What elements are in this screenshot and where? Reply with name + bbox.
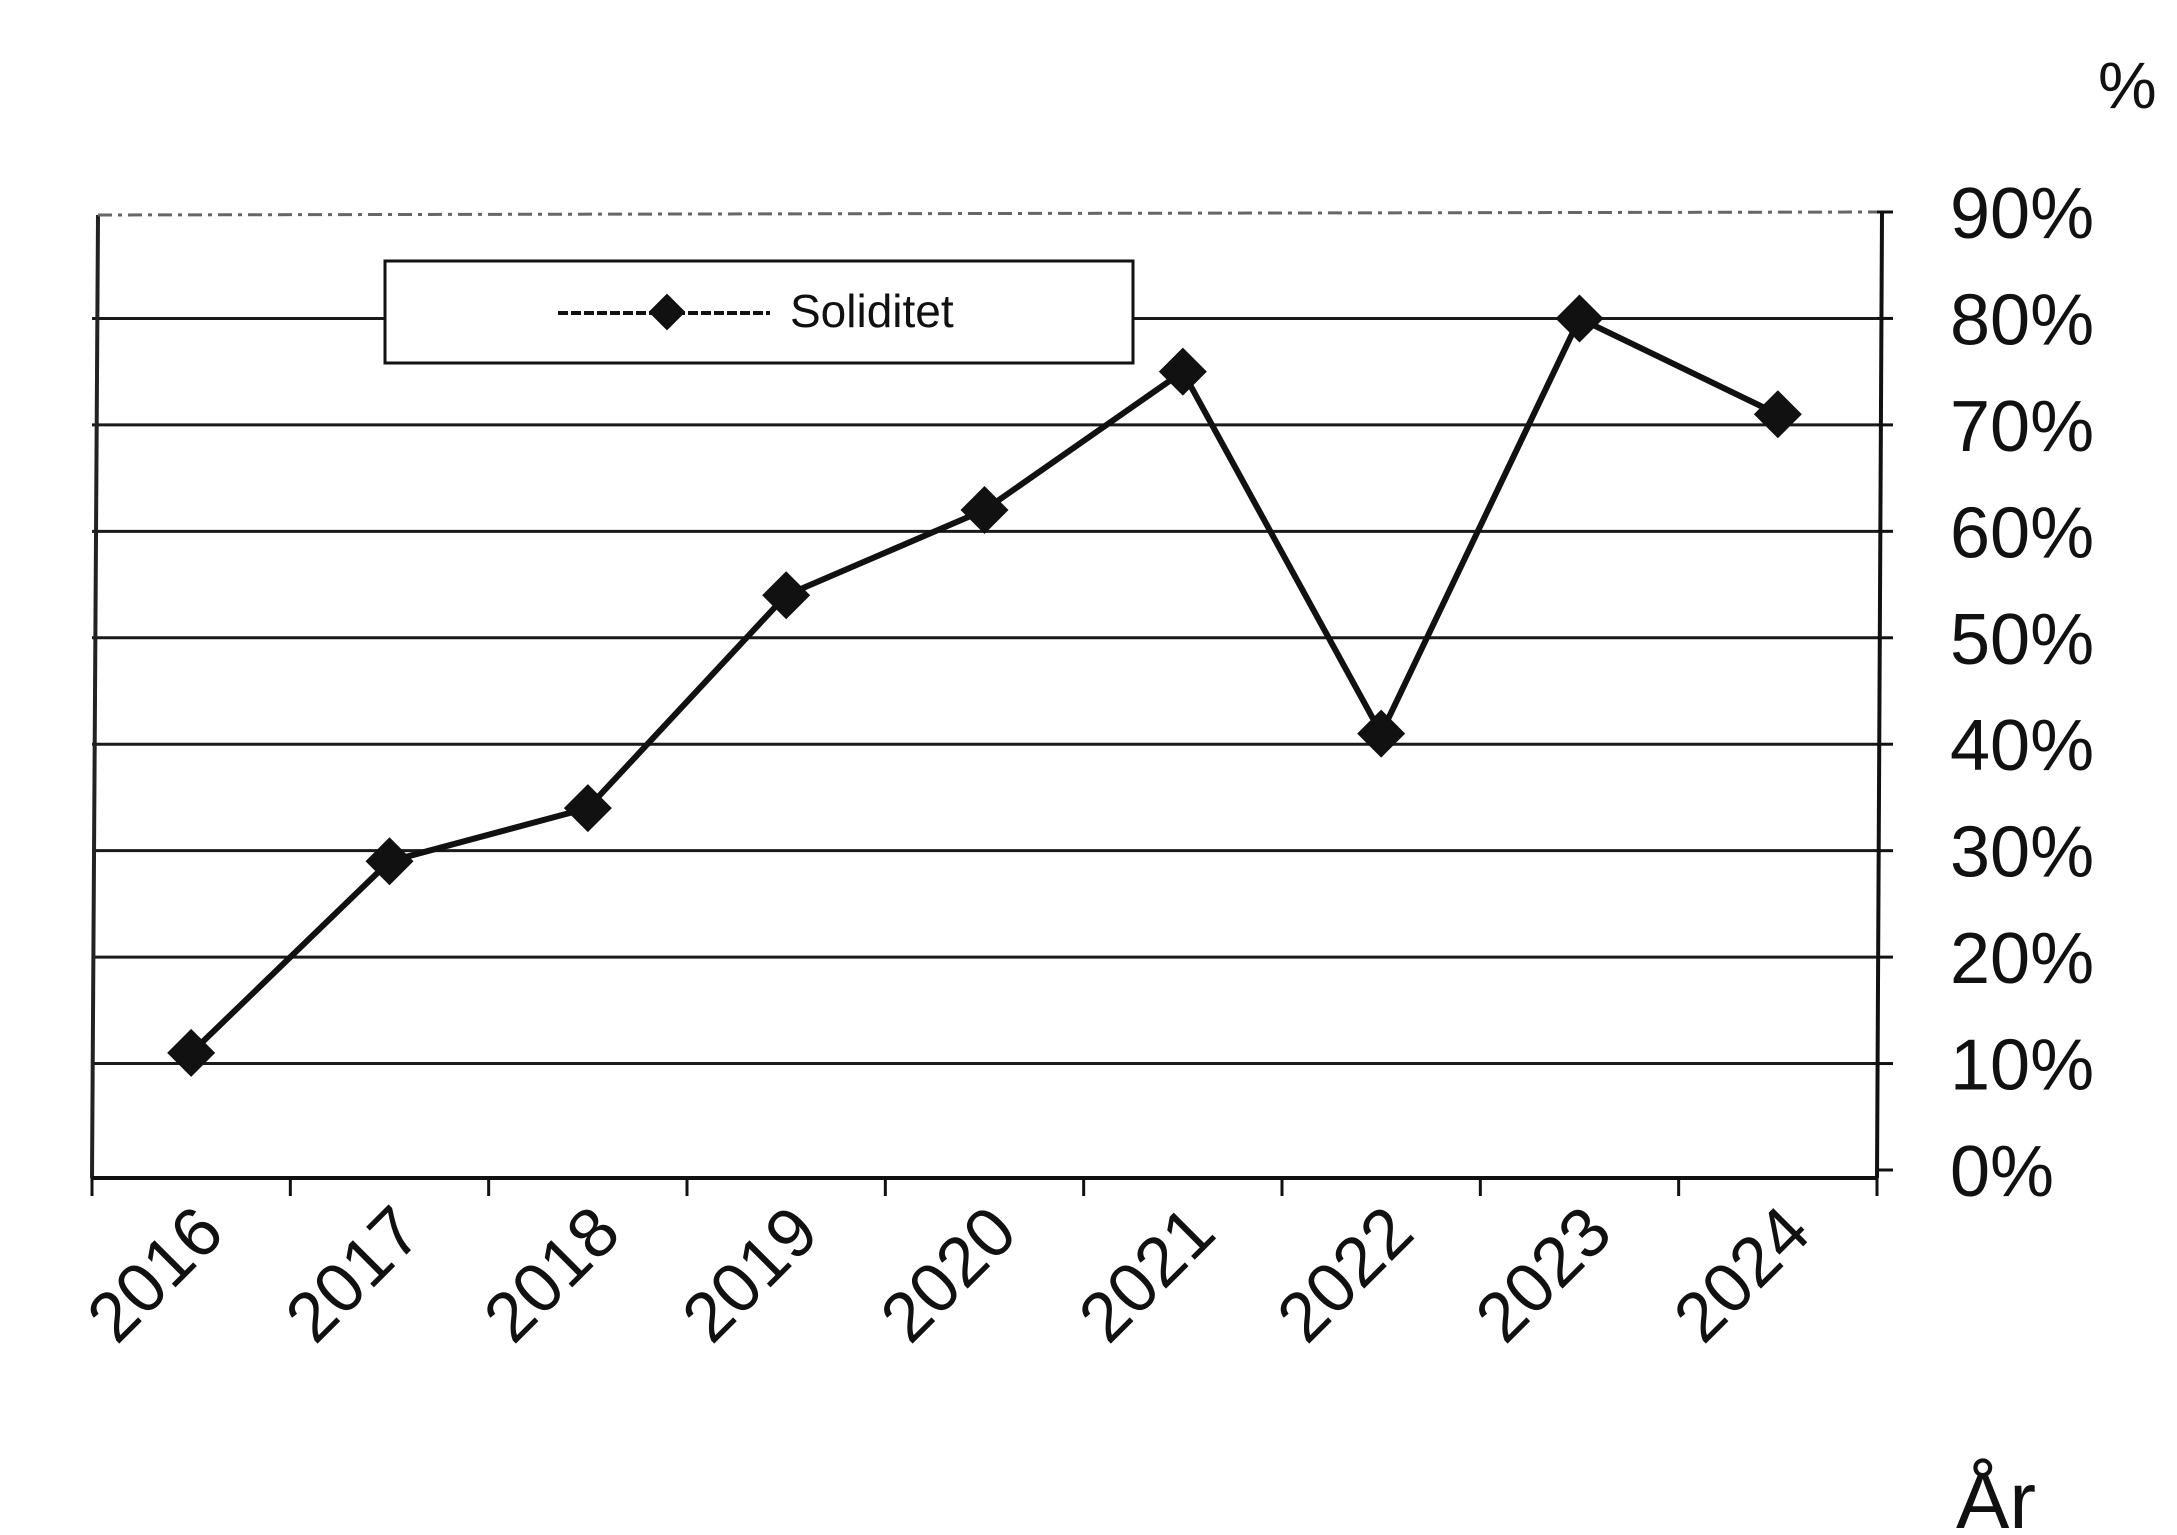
y-tick-label: 0%	[1950, 1132, 2054, 1212]
x-axis-label: År	[1956, 1456, 2036, 1535]
y-axis-label: %	[2098, 48, 2157, 122]
legend-label: Soliditet	[790, 285, 954, 337]
data-point	[1753, 390, 1802, 439]
y-tick-label: 50%	[1950, 600, 2094, 680]
x-tick-label: 2018	[469, 1191, 634, 1356]
x-ticks: 2016 2017 2018 2019 2020 2021 2022 2023 2024	[72, 1178, 1879, 1357]
data-point	[563, 784, 612, 833]
x-tick-label: 2017	[271, 1191, 436, 1356]
x-tick-label: 2016	[72, 1191, 237, 1356]
data-point	[365, 837, 414, 886]
x-tick-label: 2023	[1461, 1191, 1626, 1356]
y-tick-label: 40%	[1950, 706, 2094, 786]
y-tick-label: 60%	[1950, 493, 2094, 573]
x-tick-label: 2022	[1262, 1191, 1427, 1356]
data-point	[167, 1028, 216, 1077]
y-tick-label: 80%	[1950, 280, 2094, 360]
data-point	[1158, 347, 1207, 396]
data-point	[960, 486, 1009, 535]
y-tick-label: 90%	[1950, 174, 2094, 254]
gridlines	[92, 316, 1877, 1066]
left-border	[90, 214, 100, 1179]
x-tick-label: 2021	[1064, 1191, 1229, 1356]
series-soliditet	[167, 294, 1802, 1077]
legend: Soliditet	[383, 259, 1135, 365]
y-tick-label: 70%	[1950, 387, 2094, 467]
y-tick-label: 30%	[1950, 813, 2094, 893]
y-tick-label: 10%	[1950, 1026, 2094, 1106]
x-tick-label: 2019	[667, 1191, 832, 1356]
legend-marker	[648, 293, 686, 331]
x-tick-label: 2020	[866, 1191, 1031, 1356]
y-tick-label: 20%	[1950, 919, 2094, 999]
y-axis-line	[1875, 211, 1884, 1179]
top-border	[97, 210, 1883, 217]
data-point	[1555, 294, 1604, 343]
series-line	[189, 315, 1780, 1056]
data-point	[762, 571, 811, 620]
data-point	[1357, 709, 1406, 758]
y-ticks: 0% 10% 20% 30% 40% 50% 60% 70% 80% 90%	[1877, 174, 2094, 1212]
x-tick-label: 2024	[1659, 1191, 1824, 1356]
